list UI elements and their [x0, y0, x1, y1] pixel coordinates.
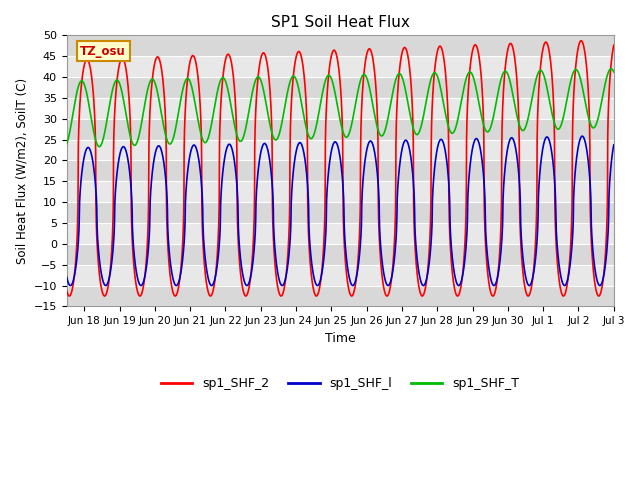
- Bar: [67, 286, 614, 306]
- Bar: [67, 244, 614, 265]
- Bar: [67, 56, 614, 77]
- Title: SP1 Soil Heat Flux: SP1 Soil Heat Flux: [271, 15, 410, 30]
- Bar: [67, 181, 614, 202]
- Bar: [67, 265, 614, 286]
- Text: TZ_osu: TZ_osu: [81, 45, 126, 58]
- Bar: [67, 119, 614, 140]
- Legend: sp1_SHF_2, sp1_SHF_l, sp1_SHF_T: sp1_SHF_2, sp1_SHF_l, sp1_SHF_T: [156, 372, 524, 396]
- Bar: [67, 202, 614, 223]
- Bar: [67, 98, 614, 119]
- X-axis label: Time: Time: [325, 332, 356, 345]
- Bar: [67, 160, 614, 181]
- Bar: [67, 77, 614, 98]
- Bar: [67, 223, 614, 244]
- Bar: [67, 36, 614, 56]
- Bar: [67, 140, 614, 160]
- Y-axis label: Soil Heat Flux (W/m2), SoilT (C): Soil Heat Flux (W/m2), SoilT (C): [15, 78, 28, 264]
